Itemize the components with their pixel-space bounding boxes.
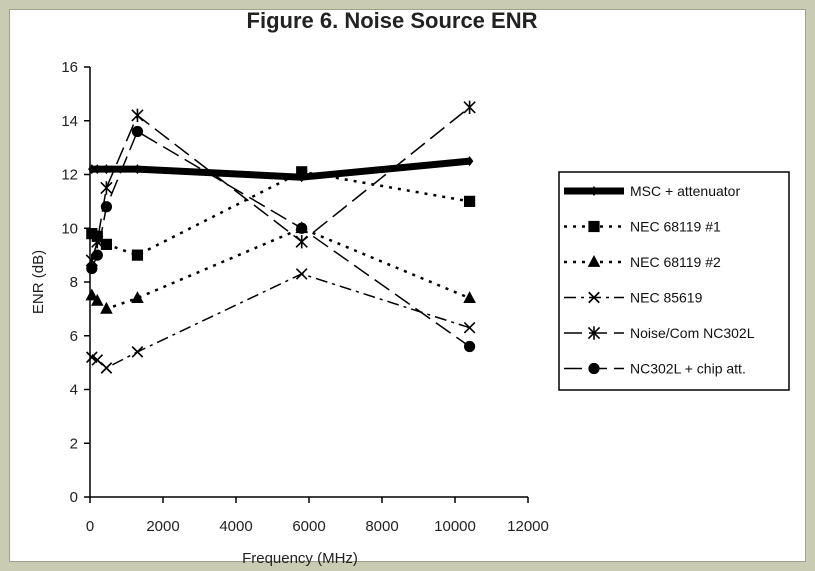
legend-entry: Noise/Com NC302L	[564, 325, 755, 341]
data-point-triangle	[100, 301, 113, 314]
x-tick-label: 8000	[365, 518, 398, 535]
data-point-circle	[131, 125, 144, 138]
y-tick-label: 0	[70, 489, 78, 506]
data-point-circle	[464, 340, 476, 353]
series-line	[91, 273, 470, 369]
data-point-diamond	[465, 156, 474, 167]
data-point-asterisk	[295, 234, 308, 249]
y-tick-label: 4	[70, 382, 78, 399]
legend-swatch-diamond	[590, 186, 598, 196]
data-point-x	[100, 362, 113, 374]
x-tick-label: 2000	[146, 518, 179, 535]
series-2	[86, 166, 476, 261]
series-line	[90, 227, 471, 311]
data-point-asterisk	[100, 181, 113, 195]
legend-swatch-asterisk	[587, 326, 601, 340]
x-axis-label: Frequency (MHz)	[242, 550, 358, 567]
series-1	[88, 156, 474, 183]
data-point-x	[295, 268, 308, 280]
x-tick-label: 0	[86, 518, 94, 535]
data-point-x	[463, 321, 476, 334]
chart-axes: 0 2 4 6 8 10 12 14 16 0 2000 4000 6000 8000 10000 12000	[61, 59, 549, 535]
y-tick-label: 2	[70, 435, 78, 452]
legend-label: NEC 68119 #1	[630, 219, 721, 235]
chart-title: Figure 6. Noise Source ENR	[247, 8, 538, 33]
data-point-asterisk	[463, 100, 476, 115]
data-point-circle	[86, 262, 98, 275]
y-tick-label: 12	[61, 167, 78, 184]
x-tick-label: 12000	[507, 518, 549, 535]
legend-swatch-x	[588, 291, 600, 304]
series-5	[85, 100, 476, 268]
legend-swatch-triangle	[587, 255, 601, 267]
series-4	[86, 268, 476, 374]
series-line	[91, 157, 470, 181]
data-point-diamond	[93, 164, 102, 175]
y-tick-label: 14	[61, 113, 78, 130]
legend-swatch-square	[588, 220, 600, 233]
legend-box	[558, 171, 790, 391]
data-point-triangle	[85, 288, 99, 301]
data-point-x	[86, 351, 98, 364]
legend-entry: NC302L + chip att.	[564, 361, 746, 377]
x-tick-label: 6000	[292, 518, 325, 535]
data-point-square	[296, 166, 308, 178]
data-point-diamond	[133, 164, 142, 175]
data-point-square	[100, 238, 113, 250]
y-tick-label: 8	[70, 274, 78, 291]
legend-label: NEC 68119 #2	[630, 254, 721, 270]
data-point-circle	[100, 201, 113, 213]
chart-legend: MSC + attenuator NEC 68119 #1 NEC 68119 #2…	[558, 171, 790, 391]
legend-entry: NEC 85619	[564, 290, 703, 306]
y-tick-label: 10	[61, 220, 78, 237]
data-point-asterisk	[131, 108, 144, 123]
data-point-square	[131, 249, 144, 261]
legend-label: Noise/Com NC302L	[630, 325, 755, 341]
x-tick-label: 4000	[219, 518, 252, 535]
series-6	[86, 125, 476, 353]
plot-area	[85, 100, 476, 374]
legend-swatch-circle	[588, 362, 600, 375]
data-point-circle	[91, 249, 103, 261]
legend-entry: NEC 68119 #1	[564, 219, 721, 235]
data-point-diamond	[102, 164, 111, 175]
series-3	[85, 221, 476, 314]
x-tick-label: 10000	[434, 518, 476, 535]
legend-label: NEC 85619	[630, 290, 703, 306]
data-point-square	[464, 195, 476, 207]
data-point-x	[131, 346, 144, 358]
data-point-diamond	[88, 164, 96, 175]
data-point-triangle	[91, 293, 104, 306]
legend-entry: NEC 68119 #2	[564, 254, 721, 270]
series-line	[91, 170, 470, 257]
y-tick-label: 16	[61, 59, 78, 76]
y-tick-label: 6	[70, 328, 78, 345]
y-axis-label: ENR (dB)	[30, 250, 47, 314]
data-point-triangle	[463, 291, 476, 304]
series-line	[91, 106, 471, 261]
legend-entry: MSC + attenuator	[564, 183, 740, 199]
legend-label: MSC + attenuator	[630, 183, 740, 199]
data-point-circle	[296, 222, 308, 234]
data-point-triangle	[131, 291, 144, 304]
legend-label: NC302L + chip att.	[630, 361, 746, 377]
